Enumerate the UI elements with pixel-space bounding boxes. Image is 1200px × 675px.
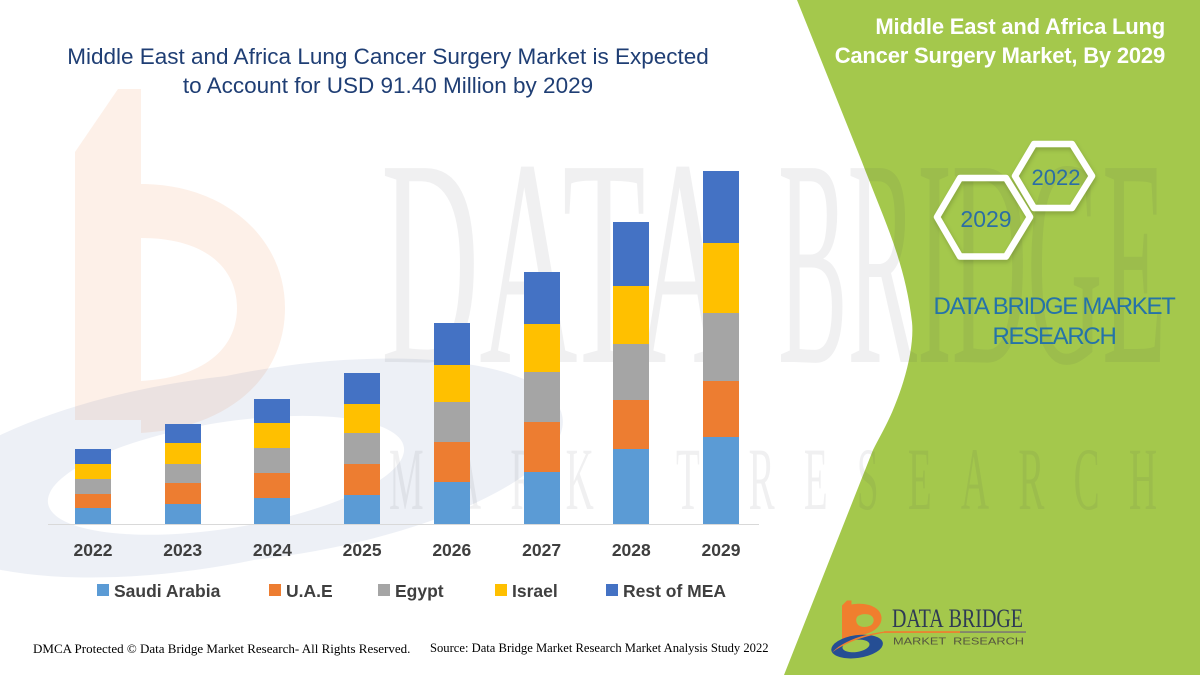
svg-text:DATA BRIDGE: DATA BRIDGE (892, 604, 1023, 633)
svg-text:BRIDGE: BRIDGE (778, 99, 1166, 427)
svg-text:M A R K E T R: M A R K E T R E S E A R C H (389, 431, 1157, 529)
svg-text:MARKET RESEARCH: MARKET RESEARCH (893, 637, 1024, 648)
